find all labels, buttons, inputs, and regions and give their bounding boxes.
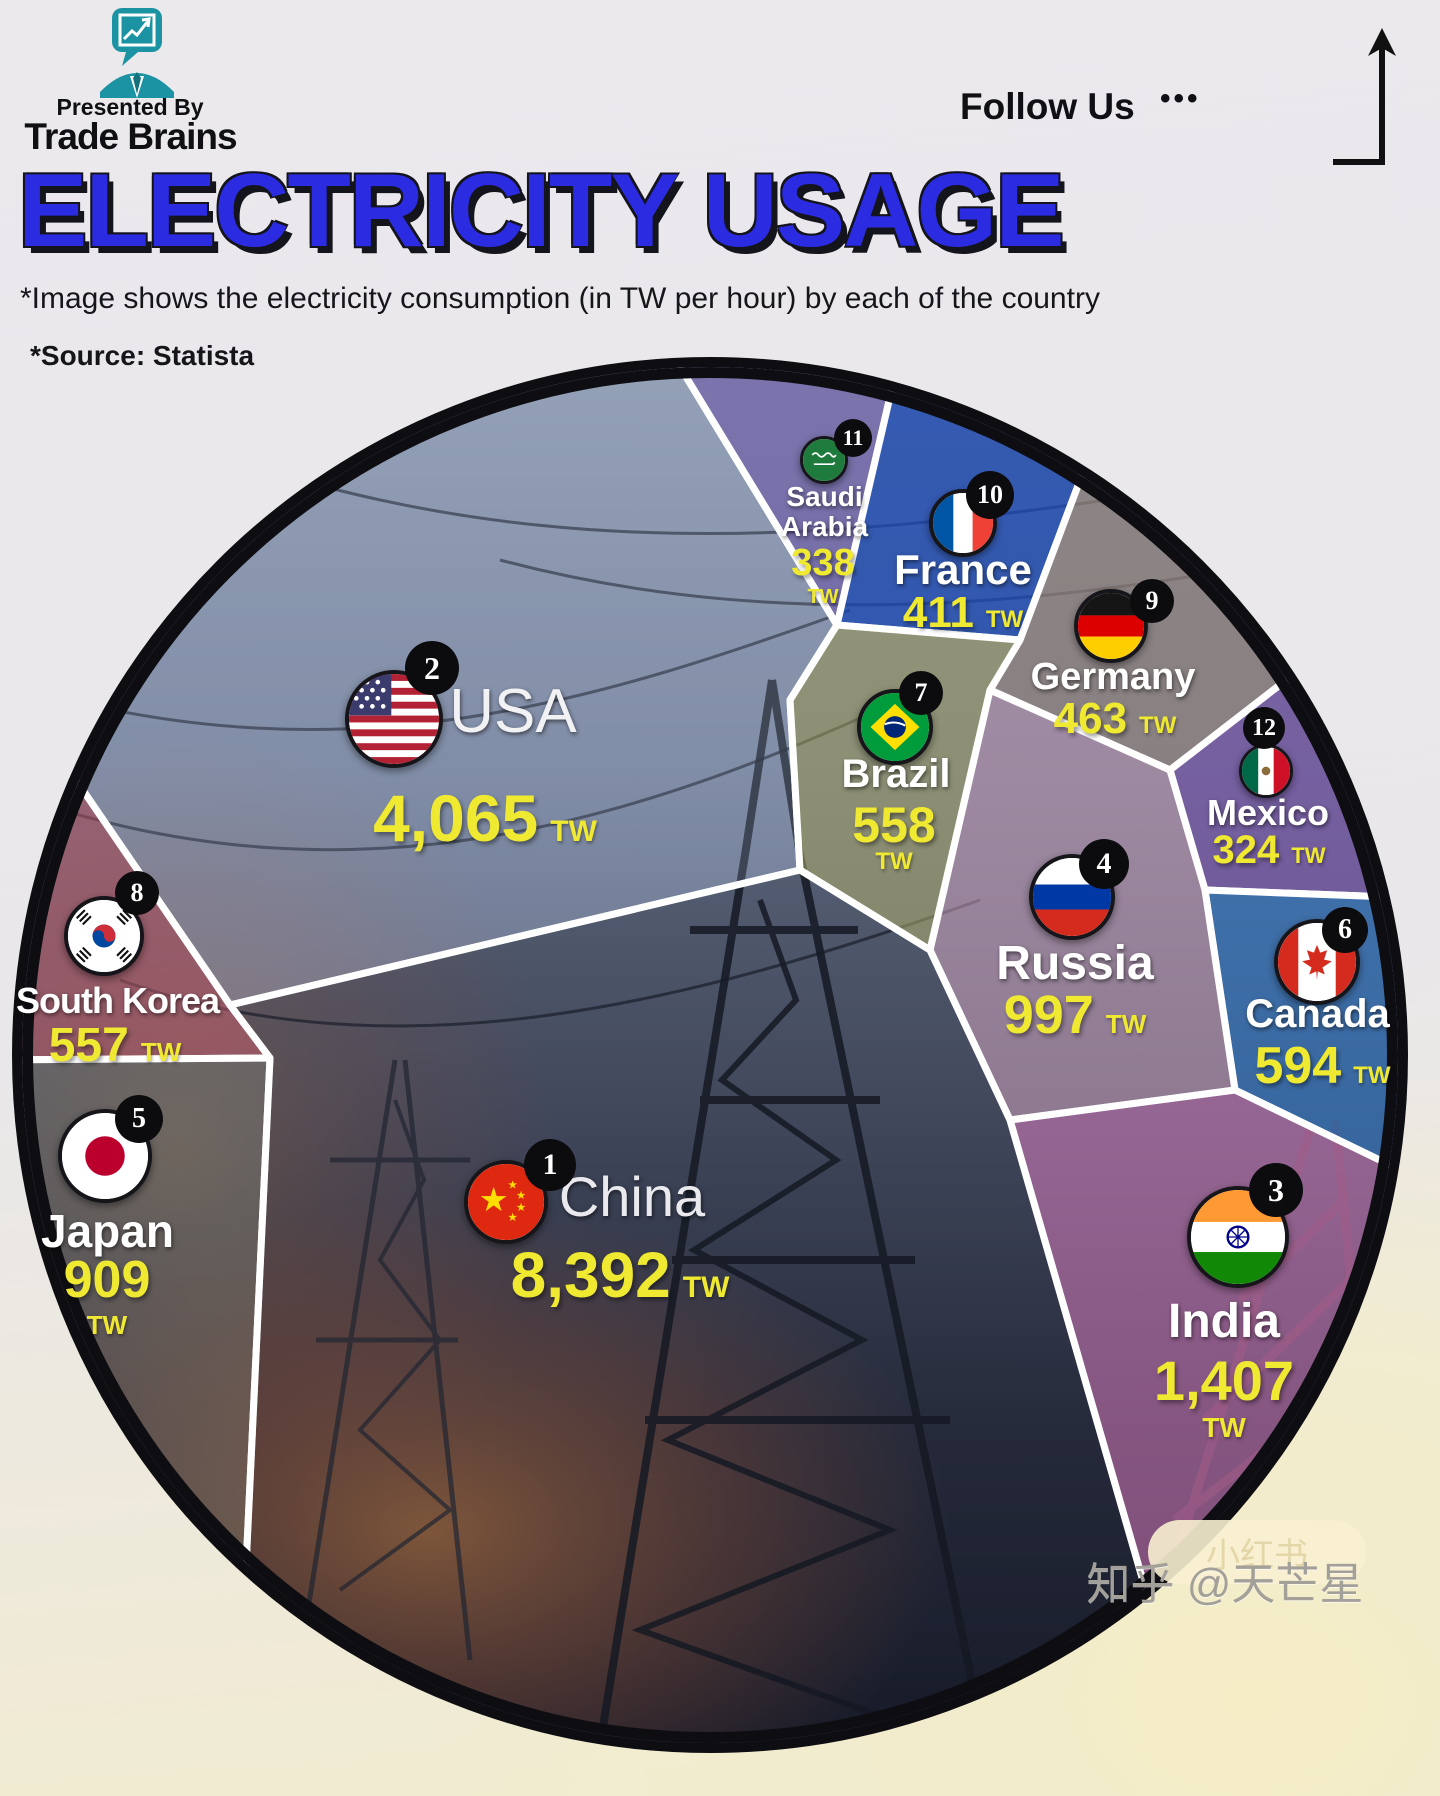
rank-badge-china: 1 bbox=[524, 1139, 576, 1191]
trade-brains-logo-icon bbox=[92, 6, 182, 98]
up-arrow-icon bbox=[1320, 20, 1410, 175]
platform-badge: 小红书 bbox=[1148, 1520, 1366, 1584]
mexico-flag-icon bbox=[1239, 744, 1293, 798]
value-germany: 463 TW bbox=[1040, 694, 1190, 744]
value-unit-india: TW bbox=[1202, 1412, 1246, 1443]
country-name-india: India bbox=[1167, 1295, 1280, 1348]
rank-badge-france: 10 bbox=[966, 471, 1014, 519]
rank-badge-south-korea: 8 bbox=[115, 871, 159, 915]
value-usa: 4,065 TW bbox=[335, 780, 635, 856]
pylon-silhouette bbox=[596, 679, 989, 1743]
value-number: 8,392 bbox=[510, 1239, 671, 1311]
value-unit: TW bbox=[1353, 1062, 1391, 1089]
svg-text:★: ★ bbox=[479, 1182, 509, 1219]
rank-badge-india: 3 bbox=[1249, 1163, 1303, 1217]
country-name-germany: Germany bbox=[1030, 656, 1196, 698]
country-name-japan: Japan bbox=[41, 1205, 174, 1257]
value-south-korea: 557 TW bbox=[25, 1018, 205, 1073]
country-name-china: China bbox=[558, 1165, 706, 1228]
value-unit-brazil: TW bbox=[875, 848, 913, 875]
value-unit: TW bbox=[985, 606, 1024, 633]
watermark-text: 知乎 @天芒星 bbox=[1086, 1560, 1364, 1609]
rank-badge-japan: 5 bbox=[115, 1095, 163, 1143]
country-name-south-korea: South Korea bbox=[15, 980, 220, 1021]
value-japan: 909 bbox=[32, 1250, 182, 1310]
country-name-mexico: Mexico bbox=[1206, 792, 1330, 833]
value-unit: TW bbox=[550, 815, 597, 848]
ellipsis-dots-icon: ••• bbox=[1160, 82, 1201, 115]
value-number: 1,407 bbox=[1153, 1349, 1295, 1412]
canada-flag-icon bbox=[1274, 919, 1360, 1005]
value-unit: TW bbox=[1105, 1009, 1147, 1039]
value-russia: 997 TW bbox=[985, 984, 1165, 1046]
country-name-usa: USA bbox=[449, 677, 577, 746]
rank-badge-germany: 9 bbox=[1130, 579, 1174, 623]
germany-flag-icon bbox=[1074, 589, 1148, 663]
cell-saudi-arabia bbox=[656, 367, 903, 629]
value-unit: TW bbox=[1291, 843, 1326, 868]
country-name-saudi-arabia: Saudi Arabia bbox=[780, 481, 869, 543]
follow-us-label: Follow Us bbox=[960, 86, 1135, 127]
value-canada: 594 TW bbox=[1240, 1036, 1405, 1096]
value-number: 411 bbox=[902, 588, 974, 637]
value-number: 909 bbox=[63, 1251, 151, 1309]
value-number: 324 bbox=[1212, 828, 1280, 872]
country-name-brazil: Brazil bbox=[841, 752, 951, 796]
svg-text:★: ★ bbox=[516, 1190, 526, 1202]
value-france: 411 TW bbox=[893, 588, 1033, 638]
value-unit: TW bbox=[682, 1271, 730, 1304]
rank-badge-saudi-arabia: 11 bbox=[834, 419, 872, 457]
rank-badge-canada: 6 bbox=[1322, 907, 1368, 953]
value-mexico: 324 TW bbox=[1203, 828, 1335, 873]
value-number: 558 bbox=[852, 797, 936, 853]
value-unit: TW bbox=[1139, 712, 1177, 739]
page-title: ELECTRICITY USAGE bbox=[18, 153, 1065, 269]
country-name-france: France bbox=[894, 546, 1032, 593]
value-china: 8,392 TW bbox=[480, 1238, 760, 1312]
pylon-silhouette-left bbox=[297, 1059, 473, 1661]
value-unit-saudi-arabia: TW bbox=[807, 586, 839, 608]
rank-badge-usa: 2 bbox=[405, 641, 459, 695]
svg-text:★: ★ bbox=[516, 1202, 526, 1214]
source-note: *Source: Statista bbox=[30, 340, 255, 371]
value-number: 557 bbox=[48, 1019, 129, 1072]
country-name-russia: Russia bbox=[996, 937, 1154, 990]
value-number: 4,065 bbox=[373, 781, 539, 855]
svg-text:★: ★ bbox=[508, 1179, 518, 1191]
value-unit: TW bbox=[140, 1037, 182, 1067]
presented-by-label: Presented By bbox=[56, 94, 204, 120]
value-unit-japan: TW bbox=[86, 1310, 128, 1340]
value-number: 463 bbox=[1053, 694, 1128, 743]
rank-badge-brazil: 7 bbox=[899, 671, 943, 715]
value-brazil: 558 bbox=[828, 796, 960, 854]
value-india: 1,407 bbox=[1124, 1348, 1324, 1413]
country-name-canada: Canada bbox=[1245, 992, 1390, 1036]
value-number: 594 bbox=[1254, 1037, 1342, 1095]
brand-name: Trade Brains bbox=[24, 116, 237, 157]
value-number: 997 bbox=[1003, 985, 1094, 1045]
rank-badge-russia: 4 bbox=[1079, 839, 1129, 889]
value-saudi-arabia: 338 bbox=[762, 542, 884, 585]
rank-badge-mexico: 12 bbox=[1243, 707, 1285, 749]
subtitle-note: *Image shows the electricity consumption… bbox=[20, 282, 1100, 315]
svg-text:★: ★ bbox=[508, 1212, 518, 1224]
voronoi-circle-chart bbox=[12, 357, 1408, 1753]
south-korea-flag-icon bbox=[64, 896, 144, 976]
value-number: 338 bbox=[791, 542, 855, 584]
